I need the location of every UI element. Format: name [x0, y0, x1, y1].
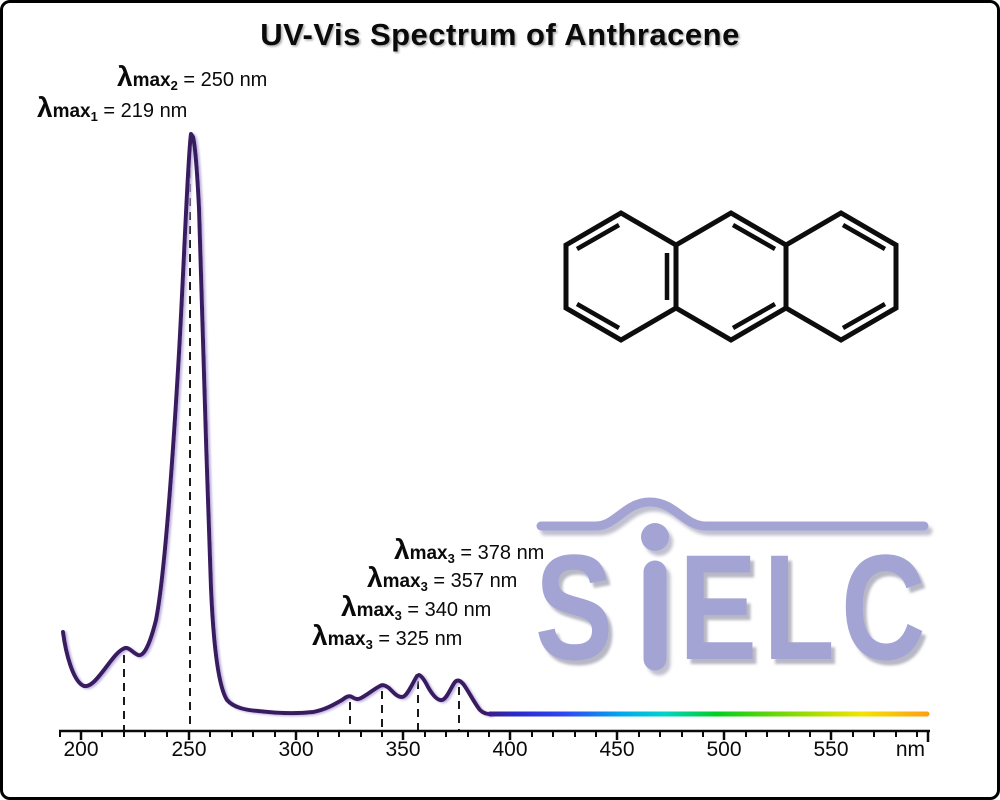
- x-axis-major-ticks: [79, 731, 930, 742]
- logo-letter-s: S: [535, 523, 620, 691]
- annotation-lambda-max-219: λmax1 = 219 nm: [37, 92, 188, 125]
- logo-graphics: [536, 497, 929, 671]
- logo-i-dot: [641, 523, 669, 551]
- lambda-symbol: λ: [341, 591, 357, 622]
- x-axis-unit-label: nm: [895, 738, 925, 761]
- annotation-lambda-max-250: λmax2 = 250 nm: [117, 61, 268, 94]
- annotation-lambda-max-378: λmax3 = 378 nm: [394, 534, 545, 567]
- annotation-lambda-max-357: λmax3 = 357 nm: [367, 562, 518, 595]
- lambda-symbol: λ: [312, 620, 328, 651]
- x-tick-450: 450: [599, 738, 635, 761]
- x-tick-250: 250: [171, 738, 207, 761]
- x-tick-300: 300: [278, 738, 314, 761]
- x-tick-200: 200: [63, 738, 99, 761]
- absorbance-curve: [61, 132, 492, 716]
- annotation-lambda-max-340: λmax3 = 340 nm: [341, 591, 492, 624]
- x-tick-350: 350: [385, 738, 421, 761]
- anthracene-double-bonds: [575, 223, 887, 330]
- spectrum-canvas: [59, 132, 930, 742]
- x-axis-minor-ticks: [59, 731, 918, 737]
- anthracene-structure: [563, 210, 899, 343]
- lambda-symbol: λ: [37, 92, 53, 123]
- x-tick-500: 500: [706, 738, 742, 761]
- x-tick-400: 400: [492, 738, 528, 761]
- lambda-symbol: λ: [394, 534, 410, 565]
- annotation-lambda-max-325: λmax3 = 325 nm: [312, 620, 463, 653]
- logo-letters-elc: ELC: [679, 523, 932, 691]
- lambda-symbol: λ: [117, 61, 133, 92]
- anthracene-ring-perimeter: [563, 210, 899, 343]
- page-title: UV-Vis Spectrum of Anthracene: [260, 17, 740, 52]
- anthracene-fusion-bonds: [673, 245, 789, 308]
- lambda-symbol: λ: [367, 562, 383, 593]
- x-tick-550: 550: [813, 738, 849, 761]
- logo-chromatogram-peak-line: [536, 497, 929, 531]
- x-axis: [59, 729, 930, 742]
- dashed-guide-lines: [123, 142, 460, 730]
